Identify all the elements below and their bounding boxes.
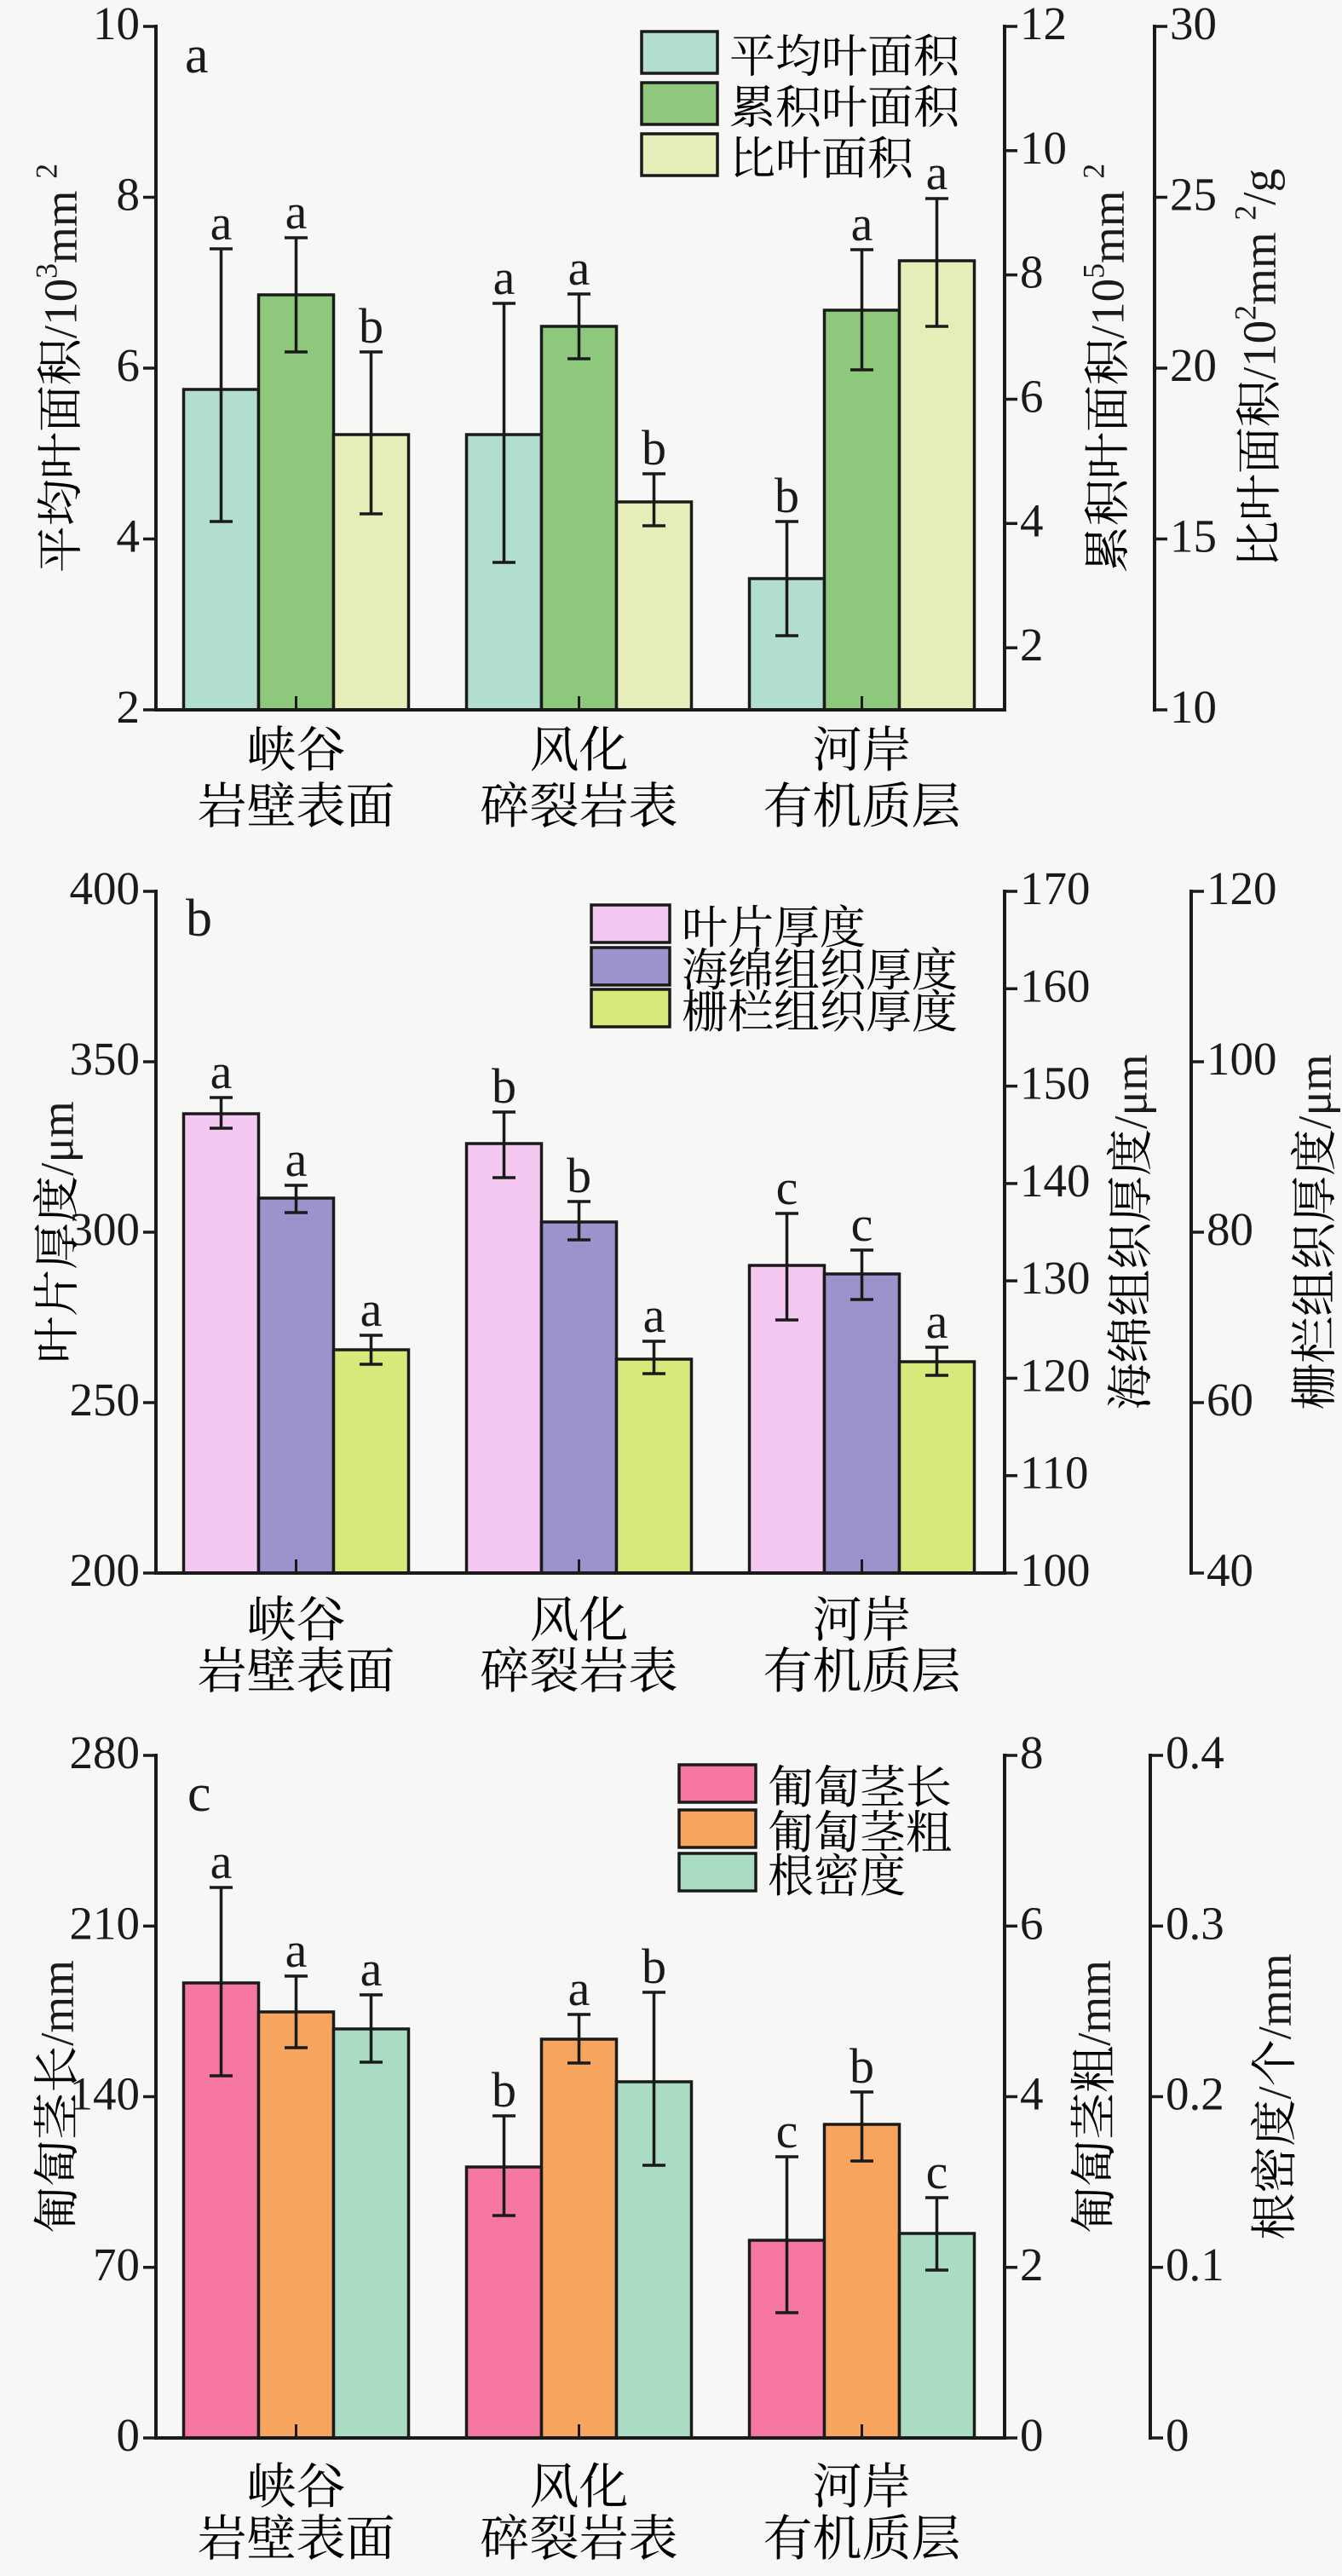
svg-text:b: b (492, 2062, 516, 2118)
svg-text:110: 110 (1020, 1447, 1088, 1499)
svg-text:120: 120 (1020, 1349, 1091, 1401)
svg-text:2: 2 (1229, 305, 1263, 320)
svg-text:a: a (210, 1834, 233, 1889)
svg-text:150: 150 (1020, 1057, 1091, 1109)
svg-text:/10: /10 (35, 279, 87, 338)
svg-text:a: a (285, 1132, 308, 1187)
svg-text:60: 60 (1207, 1374, 1253, 1426)
svg-text:0.3: 0.3 (1166, 1897, 1224, 1949)
svg-text:140: 140 (1020, 1155, 1091, 1207)
svg-text:b: b (642, 420, 666, 475)
svg-text:b: b (186, 890, 212, 948)
svg-text:a: a (926, 1294, 948, 1349)
svg-text:70: 70 (93, 2239, 140, 2291)
svg-text:30: 30 (1170, 0, 1217, 49)
svg-text:/g: /g (1234, 169, 1286, 205)
svg-text:170: 170 (1020, 862, 1091, 914)
svg-text:b: b (567, 1148, 591, 1203)
svg-text:0.2: 0.2 (1166, 2068, 1224, 2120)
svg-text:2: 2 (1020, 619, 1044, 671)
svg-text:c: c (851, 1196, 873, 1252)
svg-text:b: b (642, 1939, 666, 1994)
svg-text:40: 40 (1207, 1544, 1253, 1596)
svg-text:c: c (776, 1160, 798, 1215)
svg-text:b: b (492, 1058, 516, 1114)
svg-text:/mm: /mm (32, 1960, 84, 2046)
svg-text:a: a (210, 195, 233, 251)
svg-text:0: 0 (1020, 2409, 1044, 2461)
svg-text:120: 120 (1207, 862, 1277, 914)
svg-text:4: 4 (117, 510, 141, 562)
svg-text:2: 2 (1229, 205, 1263, 221)
svg-text:280: 280 (70, 1726, 141, 1778)
svg-text:b: b (850, 2038, 874, 2094)
svg-text:0: 0 (1166, 2409, 1189, 2461)
svg-text:0.1: 0.1 (1166, 2239, 1224, 2291)
svg-text:8: 8 (117, 169, 141, 221)
svg-text:140: 140 (70, 2068, 141, 2120)
svg-text:a: a (568, 1961, 590, 2016)
svg-text:/μm: /μm (32, 1101, 84, 1176)
svg-text:210: 210 (70, 1897, 141, 1949)
svg-text:15: 15 (1170, 510, 1217, 562)
svg-text:a: a (210, 1044, 233, 1099)
svg-text:25: 25 (1170, 169, 1217, 221)
svg-text:12: 12 (1020, 0, 1067, 49)
svg-text:a: a (360, 1941, 383, 1997)
svg-text:2: 2 (1077, 164, 1111, 179)
svg-text:/μm: /μm (1289, 1054, 1341, 1129)
svg-text:6: 6 (117, 339, 141, 391)
svg-text:10: 10 (1170, 681, 1217, 733)
svg-text:b: b (775, 468, 799, 523)
svg-text:a: a (185, 26, 209, 84)
svg-text:mm: mm (1082, 190, 1134, 263)
svg-text:4: 4 (1020, 2068, 1044, 2120)
svg-text:200: 200 (70, 1544, 141, 1596)
svg-text:80: 80 (1207, 1203, 1253, 1255)
svg-text:a: a (568, 240, 590, 296)
svg-text:/μm: /μm (1105, 1054, 1157, 1129)
svg-text:/mm: /mm (1249, 1953, 1301, 2039)
svg-text:2: 2 (1020, 2239, 1044, 2291)
svg-text:c: c (776, 2103, 798, 2158)
svg-text:6: 6 (1020, 1897, 1044, 1949)
svg-text:100: 100 (1207, 1033, 1277, 1085)
svg-text:a: a (493, 250, 515, 305)
svg-text:a: a (360, 1282, 383, 1337)
svg-text:a: a (926, 145, 948, 200)
svg-text:10: 10 (93, 0, 140, 49)
svg-text:400: 400 (70, 862, 141, 914)
svg-text:20: 20 (1170, 339, 1217, 391)
svg-text:/mm: /mm (1068, 1960, 1120, 2046)
svg-text:350: 350 (70, 1033, 141, 1085)
svg-text:c: c (187, 1765, 211, 1823)
svg-text:6: 6 (1020, 371, 1044, 423)
svg-text:160: 160 (1020, 960, 1091, 1011)
svg-text:0.4: 0.4 (1166, 1726, 1224, 1778)
svg-text:mm: mm (35, 190, 87, 263)
svg-text:mm: mm (1234, 232, 1286, 305)
svg-text:8: 8 (1020, 1726, 1044, 1778)
svg-text:a: a (285, 184, 308, 239)
svg-text:/: / (1249, 2086, 1301, 2100)
svg-text:4: 4 (1020, 494, 1044, 546)
svg-text:a: a (285, 1922, 308, 1978)
svg-text:10: 10 (1020, 122, 1067, 174)
svg-text:300: 300 (70, 1203, 141, 1255)
svg-text:a: a (643, 1288, 665, 1343)
svg-text:b: b (359, 298, 383, 354)
svg-text:a: a (851, 196, 873, 251)
svg-text:100: 100 (1020, 1544, 1091, 1596)
svg-text:/10: /10 (1082, 279, 1134, 338)
svg-text:c: c (926, 2144, 948, 2199)
svg-text:2: 2 (30, 164, 64, 179)
svg-text:130: 130 (1020, 1252, 1091, 1304)
svg-text:3: 3 (30, 263, 64, 279)
svg-text:8: 8 (1020, 246, 1044, 298)
svg-text:/10: /10 (1234, 320, 1286, 380)
svg-text:0: 0 (117, 2409, 141, 2461)
svg-text:5: 5 (1077, 263, 1111, 279)
svg-text:250: 250 (70, 1374, 141, 1426)
svg-text:2: 2 (117, 681, 141, 733)
